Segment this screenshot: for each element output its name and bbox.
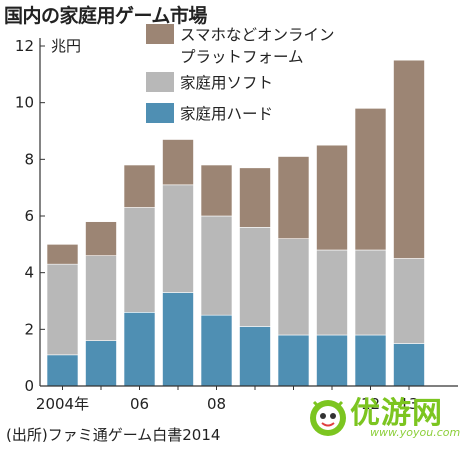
bar-segment-hardware-2005: [85, 340, 117, 387]
bar-segment-hardware-2013: [393, 343, 425, 387]
legend-label-software: 家庭用ソフト: [180, 74, 273, 92]
bar-segment-software-2011: [316, 249, 348, 336]
bar-segment-software-2007: [162, 184, 194, 293]
legend-swatch-software: [146, 72, 174, 92]
bar-segment-software-2009: [239, 227, 271, 327]
bar-segment-online-2005: [85, 221, 117, 256]
y-tick-label: 0: [24, 377, 34, 395]
x-tick-label: 12: [361, 395, 380, 413]
bar-segment-software-2010: [277, 238, 310, 336]
legend-label-hardware: 家庭用ハード: [180, 105, 273, 123]
y-tick-label: 2: [24, 320, 34, 338]
bar-segment-hardware-2009: [239, 326, 271, 387]
bar-segment-software-2006: [123, 207, 156, 313]
x-tick-label: 13: [399, 395, 418, 413]
y-tick-label: 8: [24, 150, 34, 168]
axes: 0 2 4 6 8 10 12 兆円 2004年 06 08 12 13: [15, 37, 458, 413]
bar-segment-hardware-2006: [123, 312, 156, 387]
bar-segment-online-2009: [239, 167, 271, 228]
x-tick-label: 06: [130, 395, 149, 413]
bar-segment-hardware-2008: [200, 314, 233, 387]
mascot-icon: [310, 400, 346, 436]
watermark-logo: 优游网 www.yoyou.com: [300, 386, 460, 448]
bar-segment-online-2010: [277, 156, 310, 239]
bar-segment-hardware-2012: [354, 334, 387, 387]
y-tick-label: 6: [24, 207, 34, 225]
source-note: (出所)ファミ通ゲーム白書2014: [6, 426, 221, 444]
legend-swatch-hardware: [146, 103, 174, 123]
watermark-text: 优游网: [350, 396, 443, 431]
bar-segment-software-2008: [200, 215, 233, 316]
bar-segment-software-2012: [354, 249, 387, 336]
bar-segment-online-2007: [162, 139, 194, 186]
bar-segment-software-2004: [46, 263, 79, 356]
y-tick-label: 10: [15, 94, 34, 112]
bars: [46, 59, 425, 387]
bar-segment-online-2008: [200, 164, 233, 217]
x-tick-label: 08: [207, 395, 226, 413]
y-tick-label: 12: [15, 37, 34, 55]
bar-segment-online-2011: [316, 144, 348, 251]
chart-title: 国内の家庭用ゲーム市場: [4, 5, 207, 27]
bar-segment-online-2006: [123, 164, 156, 208]
bar-segment-online-2013: [393, 59, 425, 259]
bar-segment-online-2012: [354, 108, 387, 251]
bar-segment-software-2013: [393, 258, 425, 344]
bar-segment-hardware-2004: [46, 354, 79, 387]
watermark-url: www.yoyou.com: [370, 426, 460, 439]
bar-segment-hardware-2011: [316, 334, 348, 387]
bar-segment-software-2005: [85, 255, 117, 341]
legend-label-online: スマホなどオンラインプラットフォーム: [180, 26, 335, 66]
x-tick-label: 2004年: [36, 395, 89, 413]
bar-segment-hardware-2007: [162, 292, 194, 387]
legend-swatch-online: [146, 24, 174, 44]
bar-segment-online-2004: [46, 244, 79, 265]
bar-segment-hardware-2010: [277, 334, 310, 387]
y-tick-label: 4: [24, 264, 34, 282]
y-unit-label: 兆円: [51, 37, 81, 55]
